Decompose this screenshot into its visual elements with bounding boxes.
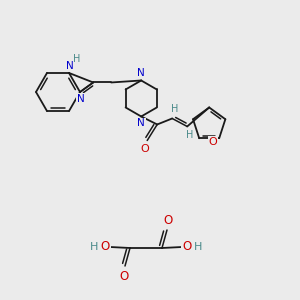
Text: H: H	[194, 242, 202, 252]
Text: H: H	[73, 54, 81, 64]
Text: O: O	[119, 269, 129, 283]
Text: N: N	[137, 68, 145, 79]
Text: O: O	[209, 137, 218, 147]
Text: O: O	[164, 214, 172, 226]
Text: O: O	[100, 241, 109, 254]
Text: N: N	[137, 118, 145, 128]
Text: H: H	[90, 242, 98, 252]
Text: N: N	[77, 94, 85, 104]
Text: O: O	[182, 241, 192, 254]
Text: O: O	[141, 145, 150, 154]
Text: N: N	[66, 61, 74, 71]
Text: H: H	[170, 104, 178, 115]
Text: H: H	[185, 130, 193, 140]
